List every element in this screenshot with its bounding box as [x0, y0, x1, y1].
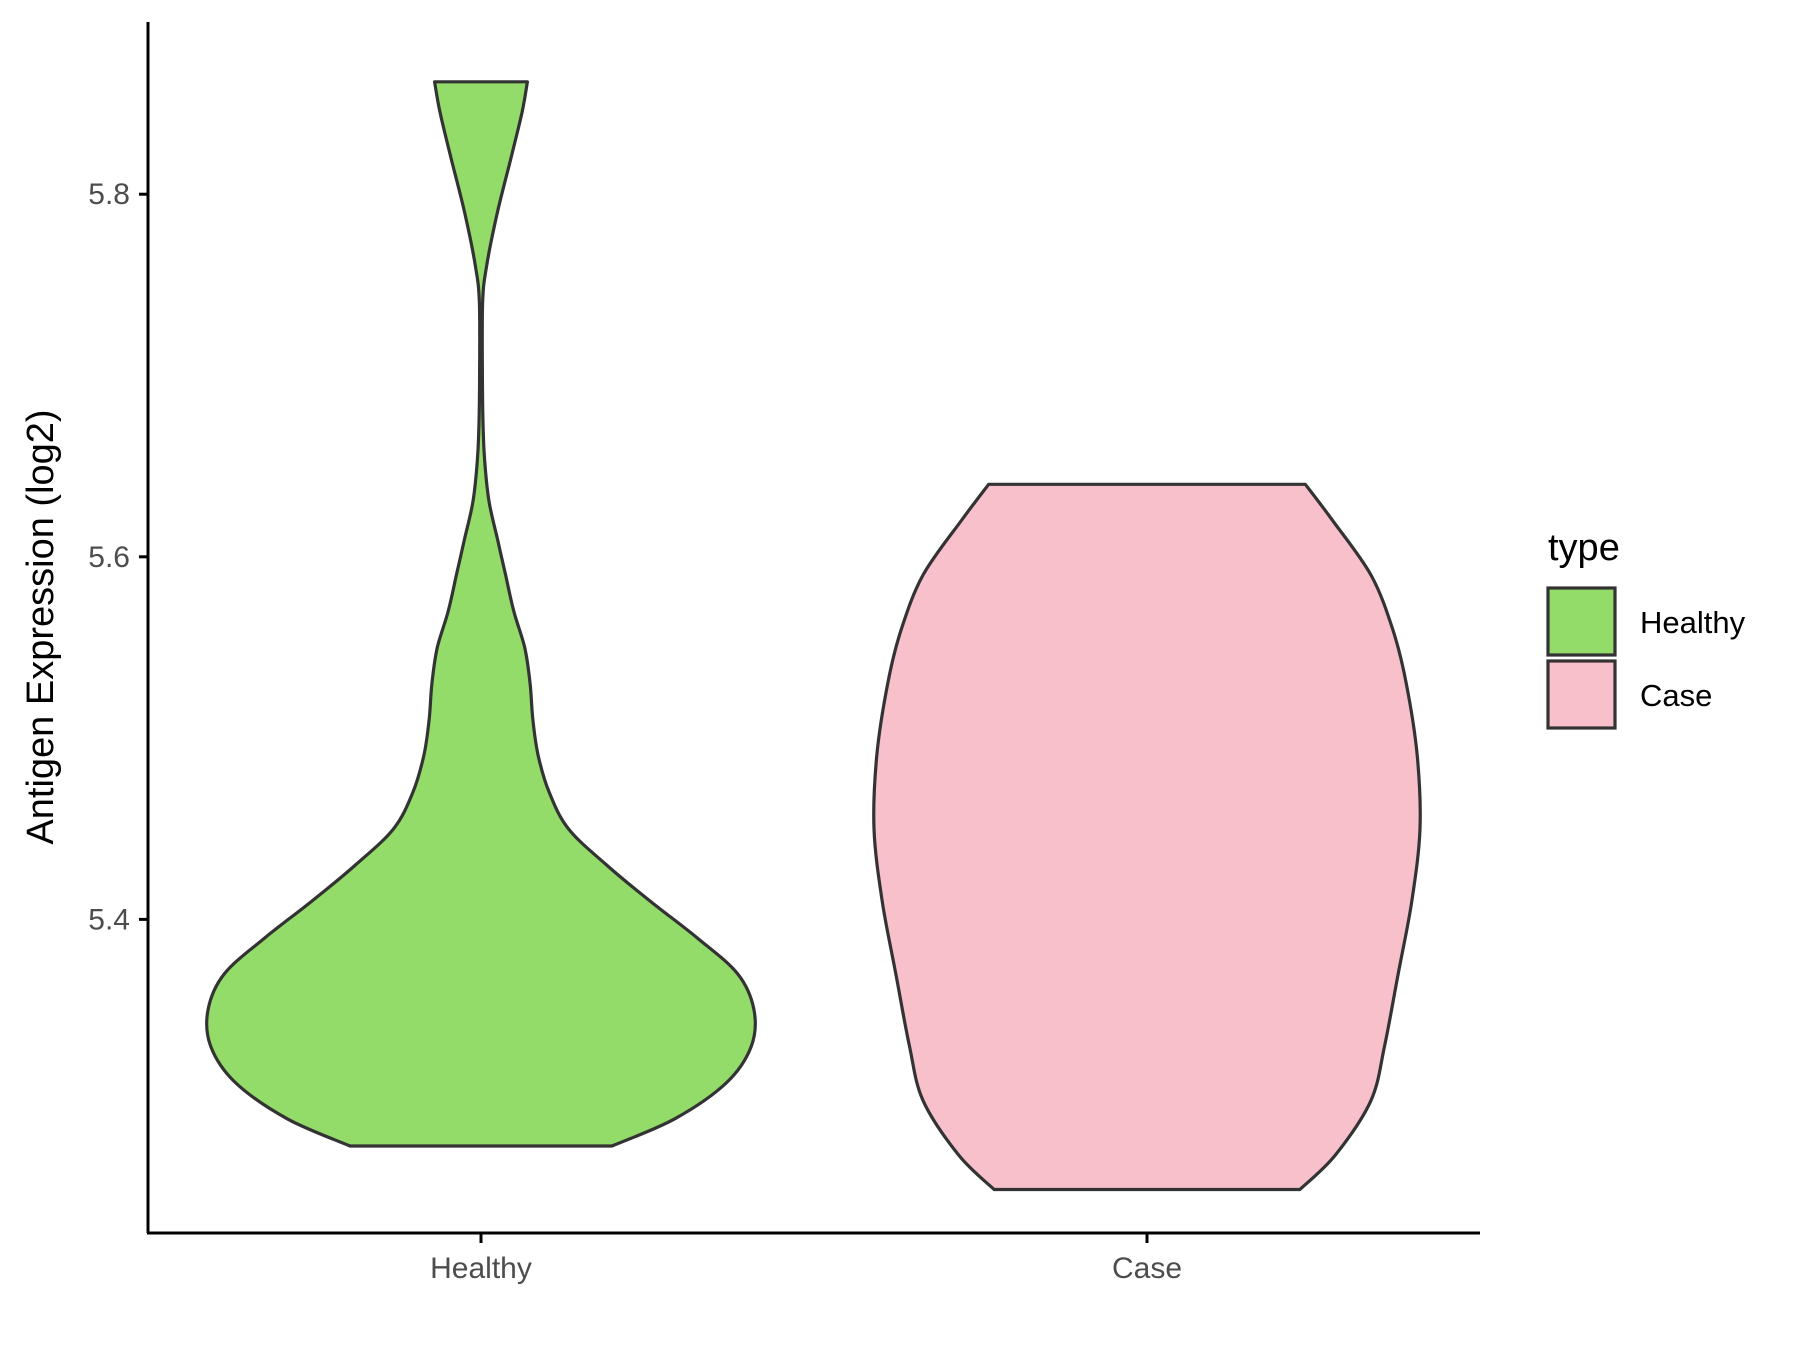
violin-case: [872, 482, 1422, 1192]
y-tick-label: 5.6: [88, 541, 130, 574]
legend-swatch: [1546, 659, 1617, 730]
plot-area: [205, 80, 1422, 1192]
violin-healthy: [205, 80, 757, 1148]
legend-swatch: [1546, 586, 1617, 657]
legend-label: Case: [1640, 678, 1712, 713]
x-tick-label: Healthy: [430, 1252, 532, 1285]
y-tick-label: 5.4: [88, 903, 130, 936]
legend-label: Healthy: [1640, 605, 1746, 640]
x-axis-ticks: Healthy Case: [430, 1233, 1182, 1285]
x-tick-label: Case: [1112, 1252, 1182, 1285]
y-axis-title: Antigen Expression (log2): [20, 409, 62, 844]
y-axis-ticks: 5.4 5.6 5.8: [88, 178, 148, 936]
legend-items: Healthy Case: [1546, 586, 1746, 730]
legend-title: type: [1548, 527, 1620, 569]
legend: type Healthy Case: [1546, 527, 1746, 730]
y-tick-label: 5.8: [88, 178, 130, 211]
